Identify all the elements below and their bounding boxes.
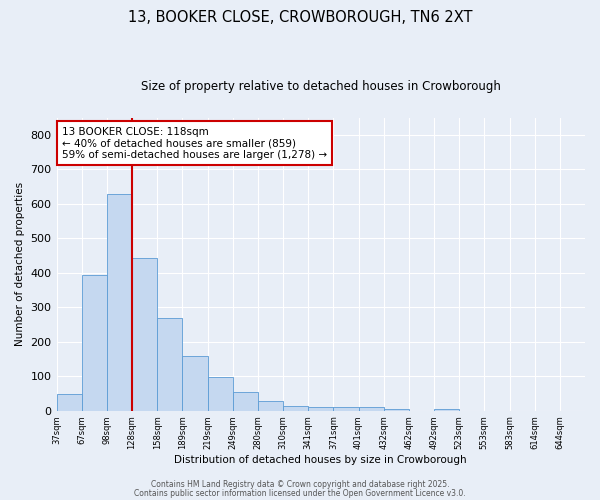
Bar [56,394,82,410]
Title: Size of property relative to detached houses in Crowborough: Size of property relative to detached ho… [141,80,501,93]
Text: 13 BOOKER CLOSE: 118sqm
← 40% of detached houses are smaller (859)
59% of semi-d: 13 BOOKER CLOSE: 118sqm ← 40% of detache… [62,126,327,160]
Text: Contains HM Land Registry data © Crown copyright and database right 2025.: Contains HM Land Registry data © Crown c… [151,480,449,489]
Bar [157,318,182,410]
Bar [208,377,233,410]
X-axis label: Distribution of detached houses by size in Crowborough: Distribution of detached houses by size … [175,455,467,465]
Bar [132,258,157,410]
Bar [107,194,132,410]
Bar [359,408,383,410]
Bar [283,406,308,410]
Text: 13, BOOKER CLOSE, CROWBOROUGH, TN6 2XT: 13, BOOKER CLOSE, CROWBOROUGH, TN6 2XT [128,10,472,25]
Bar [182,356,208,410]
Y-axis label: Number of detached properties: Number of detached properties [15,182,25,346]
Bar [334,408,359,410]
Bar [82,276,107,410]
Bar [308,406,334,410]
Text: Contains public sector information licensed under the Open Government Licence v3: Contains public sector information licen… [134,488,466,498]
Bar [233,392,258,410]
Bar [434,409,459,410]
Bar [258,402,283,410]
